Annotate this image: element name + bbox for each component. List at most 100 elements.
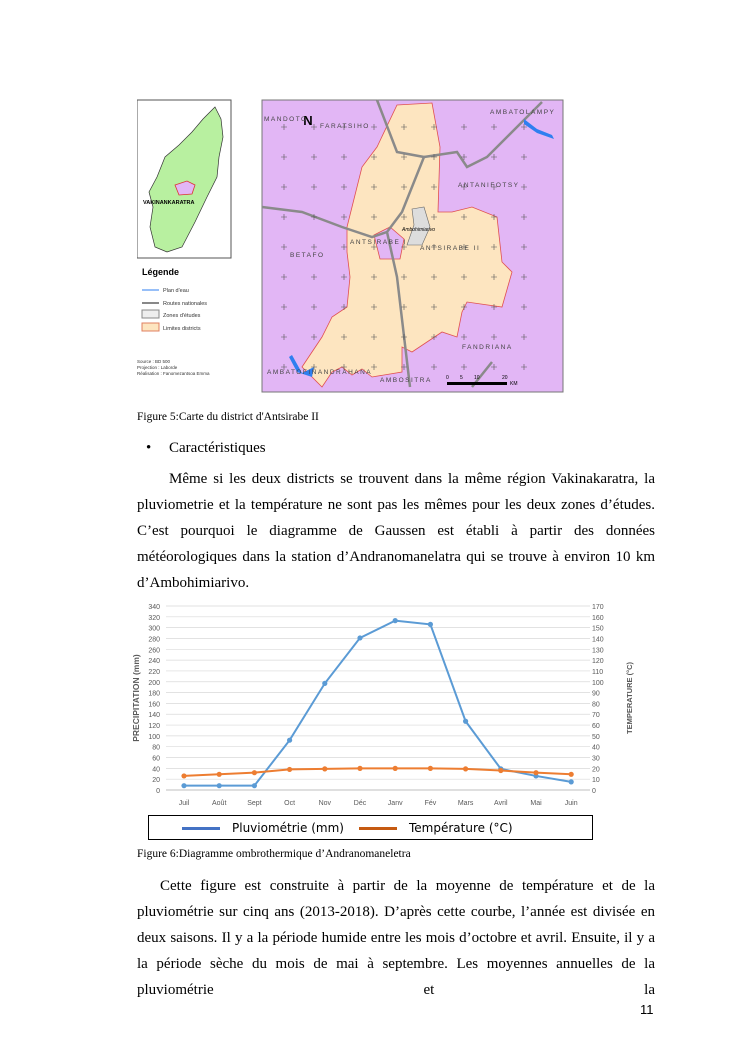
figure5-caption: Figure 5:Carte du district d'Antsirabe I… bbox=[137, 411, 319, 423]
y2-tick-label: 170 bbox=[592, 604, 604, 611]
grid-cross bbox=[341, 334, 347, 340]
data-point-temperature bbox=[463, 766, 469, 772]
grid-cross bbox=[491, 214, 497, 220]
data-point-pluviometrie bbox=[392, 618, 398, 624]
grid-cross bbox=[311, 184, 317, 190]
grid-cross bbox=[431, 214, 437, 220]
scale-label: 10 bbox=[474, 375, 480, 381]
y-tick-label: 80 bbox=[152, 745, 160, 752]
grid-cross bbox=[401, 364, 407, 370]
grid-cross bbox=[371, 364, 377, 370]
grid-cross bbox=[461, 244, 467, 250]
map-author: Réalisation : Fanomezantsoa Emma bbox=[137, 371, 210, 376]
grid-cross bbox=[491, 334, 497, 340]
y2-tick-label: 60 bbox=[592, 723, 600, 730]
grid-cross bbox=[311, 214, 317, 220]
grid-cross bbox=[341, 154, 347, 160]
y2-tick-label: 40 bbox=[592, 745, 600, 752]
grid-cross bbox=[491, 304, 497, 310]
grid-cross bbox=[281, 184, 287, 190]
grid-cross bbox=[491, 274, 497, 280]
y-tick-label: 180 bbox=[148, 691, 160, 698]
data-point-pluviometrie bbox=[216, 783, 222, 789]
grid-cross bbox=[461, 184, 467, 190]
data-point-pluviometrie bbox=[181, 783, 187, 789]
chart-legend: Pluviométrie (mm) Température (°C) bbox=[148, 815, 593, 840]
study-zone bbox=[406, 206, 431, 246]
grid-cross bbox=[311, 334, 317, 340]
y2-tick-label: 110 bbox=[592, 669, 603, 676]
commune-label: Ambohimiarivo bbox=[401, 227, 435, 233]
y-tick-label: 20 bbox=[152, 777, 160, 784]
y2-tick-label: 120 bbox=[592, 658, 604, 665]
y-tick-label: 320 bbox=[148, 615, 160, 622]
national-roads bbox=[261, 99, 543, 388]
grid-cross bbox=[401, 214, 407, 220]
grid-cross bbox=[371, 244, 377, 250]
paragraph-2: Cette figure est construite à partir de … bbox=[137, 878, 655, 998]
grid-cross bbox=[521, 244, 527, 250]
study-zone-legend-symbol bbox=[141, 309, 160, 319]
y-tick-label: 140 bbox=[148, 712, 160, 719]
data-point-temperature bbox=[427, 765, 433, 771]
y-tick-label: 240 bbox=[148, 658, 160, 665]
page-number: 11 bbox=[640, 1002, 654, 1017]
scale-label: 5 bbox=[460, 375, 463, 381]
district-label: AMBOSITRA bbox=[380, 377, 432, 384]
y-tick-label: 260 bbox=[148, 647, 160, 654]
y-axis-title: PRECIPITATION (mm) bbox=[131, 654, 141, 742]
grid-cross bbox=[311, 304, 317, 310]
data-point-pluviometrie bbox=[322, 680, 328, 686]
grid-cross bbox=[281, 244, 287, 250]
legend-label: Pluviométrie (mm) bbox=[232, 821, 344, 835]
grid-cross bbox=[521, 154, 527, 160]
y2-tick-label: 50 bbox=[592, 734, 600, 741]
series-line-temperature bbox=[183, 767, 572, 777]
data-point-temperature bbox=[568, 771, 574, 777]
legend-pluviometrie: Pluviométrie (mm) bbox=[182, 821, 344, 835]
grid-cross bbox=[371, 214, 377, 220]
y-tick-label: 340 bbox=[148, 604, 160, 611]
grid-cross bbox=[461, 304, 467, 310]
district-label: MANDOTO bbox=[264, 116, 308, 123]
x-tick-label: Mars bbox=[458, 800, 474, 807]
x-tick-label: Juin bbox=[565, 800, 578, 807]
x-tick-label: Oct bbox=[284, 800, 295, 807]
y2-tick-label: 100 bbox=[592, 680, 604, 687]
x-tick-label: Sept bbox=[247, 800, 261, 807]
district-map: VAKINANKARATRA Légende Plan d'eau Routes… bbox=[137, 99, 564, 393]
grid-cross bbox=[281, 154, 287, 160]
x-tick-label: Avril bbox=[494, 800, 508, 807]
district-label: ANTSIRABE I bbox=[350, 239, 407, 246]
y2-tick-label: 80 bbox=[592, 701, 600, 708]
y-tick-label: 40 bbox=[152, 766, 160, 773]
grid-cross bbox=[311, 274, 317, 280]
legend-item: Routes nationales bbox=[163, 301, 207, 307]
grid-cross bbox=[281, 274, 287, 280]
north-arrow-label: N bbox=[303, 113, 312, 128]
data-point-pluviometrie bbox=[357, 635, 363, 641]
grid-cross bbox=[491, 154, 497, 160]
grid-cross bbox=[371, 274, 377, 280]
grid-cross bbox=[371, 184, 377, 190]
grid-cross bbox=[461, 334, 467, 340]
scale-label: 20 bbox=[502, 375, 508, 381]
data-point-pluviometrie bbox=[251, 783, 257, 789]
grid-cross bbox=[521, 334, 527, 340]
grid-cross bbox=[461, 154, 467, 160]
grid-cross bbox=[431, 364, 437, 370]
legend-item: Zones d'études bbox=[163, 313, 201, 319]
legend-line-orange bbox=[359, 826, 397, 830]
grid-cross bbox=[281, 364, 287, 370]
grid-cross bbox=[341, 184, 347, 190]
y2-tick-label: 0 bbox=[592, 788, 596, 795]
data-point-pluviometrie bbox=[287, 737, 293, 743]
x-tick-label: Déc bbox=[354, 800, 367, 807]
water-bodies bbox=[289, 119, 554, 377]
grid-cross bbox=[521, 274, 527, 280]
scale-label: 0 bbox=[446, 375, 449, 381]
y2-tick-label: 10 bbox=[592, 777, 600, 784]
y-tick-label: 0 bbox=[156, 788, 160, 795]
y-tick-label: 200 bbox=[148, 680, 160, 687]
grid-cross bbox=[371, 154, 377, 160]
